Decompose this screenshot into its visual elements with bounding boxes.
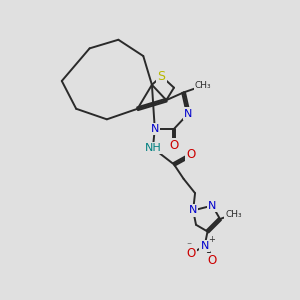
Text: N: N — [189, 206, 197, 215]
Text: O: O — [169, 139, 178, 152]
Text: N: N — [151, 124, 159, 134]
Text: CH₃: CH₃ — [225, 210, 242, 219]
Text: N: N — [200, 241, 209, 251]
Text: ⁻: ⁻ — [186, 242, 192, 252]
Text: +: + — [208, 235, 215, 244]
Text: CH₃: CH₃ — [194, 81, 211, 90]
Text: O: O — [187, 148, 196, 161]
Text: S: S — [158, 70, 166, 83]
Text: O: O — [208, 254, 217, 267]
Text: N: N — [184, 109, 193, 118]
Text: N: N — [208, 201, 217, 211]
Text: O: O — [187, 247, 196, 260]
Text: NH: NH — [145, 143, 161, 153]
